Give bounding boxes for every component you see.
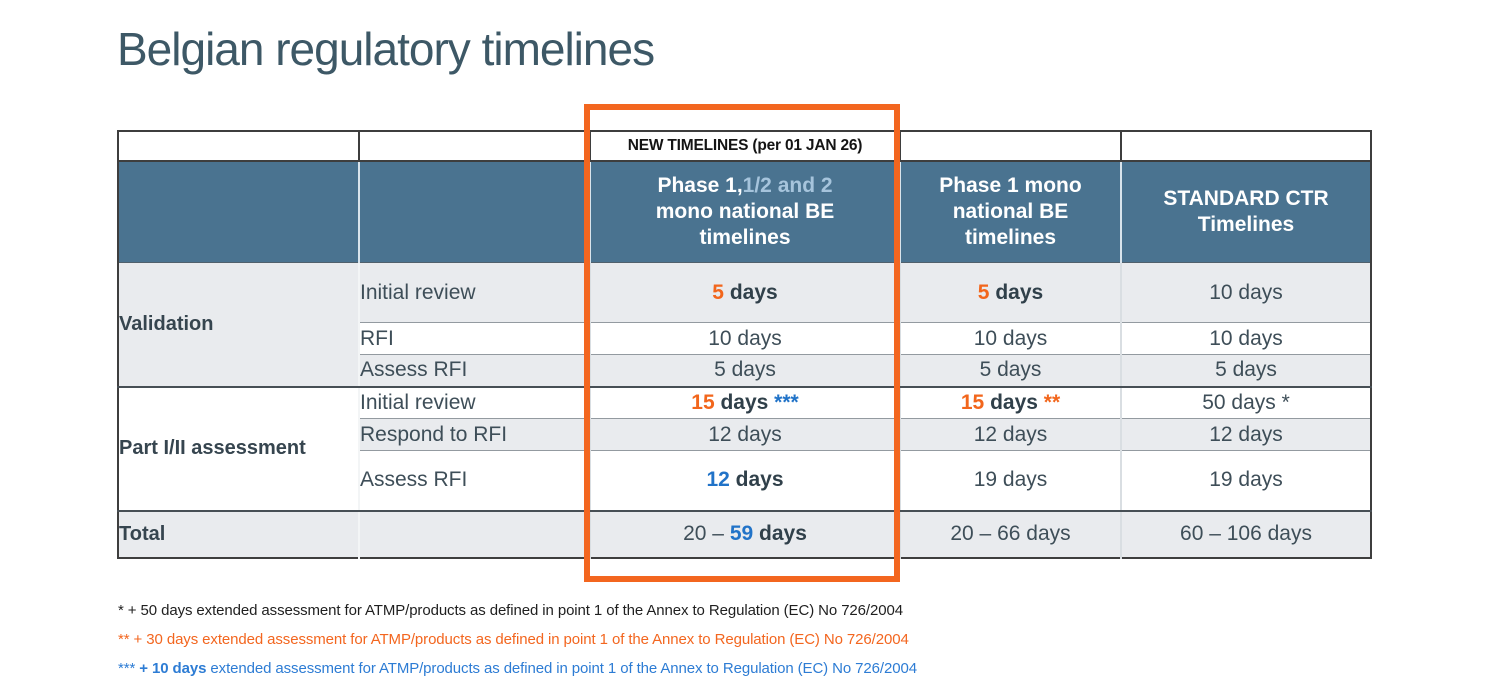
timeline-cell-new: 12 days — [590, 450, 901, 512]
row-validation-assess-rfi: Assess RFI 5 days 5 days 5 days — [118, 354, 1371, 388]
cell-text: 19 days — [973, 468, 1048, 492]
timeline-cell-mono: 19 days — [900, 450, 1122, 512]
cell-text: 12 days — [708, 422, 782, 446]
cell-text: 60 – 106 days — [1180, 522, 1312, 545]
cell-number: 15 — [691, 390, 715, 414]
total-cell-new: 20 – 59 days — [590, 510, 901, 558]
step-cell: RFI — [359, 322, 591, 355]
cell-unit: days — [723, 280, 778, 304]
cell-marker: ** — [1037, 390, 1061, 414]
timeline-cell-mono: 5 days — [900, 262, 1122, 323]
footnote-bold: + 10 days — [139, 660, 207, 677]
footnote-3: *** + 10 days extended assessment for AT… — [118, 660, 917, 677]
row-assessment-assess-rfi: Assess RFI 12 days 19 days 19 days — [118, 450, 1371, 512]
step-cell: Initial review — [359, 386, 591, 419]
cell-number: 59 — [729, 522, 754, 545]
empty-cell — [899, 130, 1122, 162]
group-label-assessment: Part I/II assessment — [118, 386, 360, 512]
cell-text: 12 days — [973, 422, 1048, 446]
header-row: Phase 1,1/2 and 2 mono national BE timel… — [118, 161, 1371, 263]
cell-number: 5 — [712, 280, 724, 304]
row-total: Total 20 – 59 days 20 – 66 days 60 – 106… — [118, 510, 1371, 558]
new-timelines-banner: NEW TIMELINES (per 01 JAN 26) — [589, 130, 901, 162]
timeline-cell-new: 10 days — [590, 322, 901, 355]
total-label: Total — [118, 510, 360, 558]
cell-text: 20 – — [683, 522, 730, 545]
timeline-cell-mono: 15 days ** — [900, 386, 1122, 419]
empty-header-cell — [359, 161, 591, 263]
header-line-2: mono national BE — [655, 199, 835, 223]
footnote-rest: extended assessment for ATMP/products as… — [206, 660, 917, 677]
timelines-table: NEW TIMELINES (per 01 JAN 26) Phase 1,1/… — [117, 130, 1372, 559]
timeline-cell-ctr: 10 days — [1121, 262, 1371, 323]
empty-cell — [358, 130, 591, 162]
cell-text: 10 days — [1209, 280, 1283, 304]
footnotes: * + 50 days extended assessment for ATMP… — [118, 602, 917, 689]
cell-text: 20 – 66 days — [950, 522, 1071, 545]
cell-unit: days — [984, 390, 1038, 414]
group-label-validation: Validation — [118, 262, 360, 388]
timeline-cell-ctr: 12 days — [1121, 418, 1371, 451]
cell-unit: days — [753, 522, 807, 545]
row-assessment-respond-rfi: Respond to RFI 12 days 12 days 12 days — [118, 418, 1371, 451]
step-cell: Assess RFI — [359, 450, 591, 512]
cell-number: 15 — [960, 390, 985, 414]
cell-number: 5 — [977, 280, 990, 304]
timeline-cell-ctr: 10 days — [1121, 322, 1371, 355]
timeline-cell-new: 5 days — [590, 262, 901, 323]
empty-cell — [117, 130, 360, 162]
cell-number: 12 — [706, 468, 730, 492]
cell-unit: days — [989, 280, 1044, 304]
timeline-cell-new: 15 days *** — [590, 386, 901, 419]
timeline-cell-ctr: 50 days * — [1121, 386, 1371, 419]
banner-row: NEW TIMELINES (per 01 JAN 26) — [117, 130, 1372, 162]
column-header-new-timelines: Phase 1,1/2 and 2 mono national BE timel… — [590, 161, 901, 263]
total-cell-ctr: 60 – 106 days — [1121, 510, 1371, 558]
step-cell: Initial review — [359, 262, 591, 323]
timeline-cell-mono: 12 days — [900, 418, 1122, 451]
step-cell: Respond to RFI — [359, 418, 591, 451]
step-cell: Assess RFI — [359, 354, 591, 388]
timeline-cell-mono: 5 days — [900, 354, 1122, 388]
footnote-text: *** — [118, 660, 140, 677]
timeline-cell-ctr: 5 days — [1121, 354, 1371, 388]
cell-text: 5 days — [1215, 358, 1277, 382]
cell-unit: days — [729, 468, 784, 492]
cell-text: 12 days — [1209, 422, 1283, 446]
header-line-1: Phase 1,1/2 and 2 — [591, 173, 898, 199]
footnote-2: ** + 30 days extended assessment for ATM… — [118, 631, 917, 648]
timeline-cell-new: 5 days — [590, 354, 901, 388]
cell-text: 10 days — [973, 326, 1048, 350]
cell-text: 50 days * — [1202, 390, 1290, 414]
cell-unit: days — [714, 390, 769, 414]
cell-text: 5 days — [979, 358, 1042, 382]
timeline-cell-ctr: 19 days — [1121, 450, 1371, 512]
total-cell-mono: 20 – 66 days — [900, 510, 1122, 558]
row-validation-initial-review: Validation Initial review 5 days 5 days … — [118, 262, 1371, 388]
column-header-standard-ctr: STANDARD CTR Timelines — [1121, 161, 1371, 263]
cell-text: 5 days — [714, 358, 776, 382]
header-line-3: timelines — [699, 226, 791, 250]
empty-cell — [359, 510, 591, 558]
empty-header-cell — [118, 161, 360, 263]
header-text: Phase 1, — [657, 173, 743, 197]
cell-text: 10 days — [708, 326, 782, 350]
timeline-cell-mono: 10 days — [900, 322, 1122, 355]
footnote-text: * + 50 days extended assessment for ATMP… — [118, 602, 903, 619]
footnote-1: * + 50 days extended assessment for ATMP… — [118, 602, 917, 619]
row-assessment-initial-review: Part I/II assessment Initial review 15 d… — [118, 386, 1371, 512]
row-validation-rfi: RFI 10 days 10 days 10 days — [118, 322, 1371, 355]
footnote-text: ** + 30 days extended assessment for ATM… — [118, 631, 909, 648]
timeline-cell-new: 12 days — [590, 418, 901, 451]
cell-marker: *** — [768, 390, 799, 414]
page-title: Belgian regulatory timelines — [117, 23, 655, 75]
cell-text: 10 days — [1209, 326, 1283, 350]
header-text-accent: 1/2 and 2 — [742, 173, 833, 197]
column-header-phase1-mono: Phase 1 mono national BE timelines — [900, 161, 1122, 263]
cell-text: 19 days — [1209, 468, 1283, 492]
empty-cell — [1120, 130, 1372, 162]
